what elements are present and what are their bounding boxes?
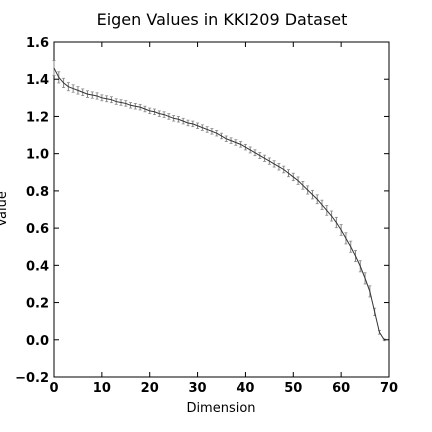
x-tick-label: 30 xyxy=(189,381,207,396)
y-tick-label: 0.6 xyxy=(26,222,49,237)
y-axis-label: Value xyxy=(0,191,10,227)
y-tick-label: 1.6 xyxy=(26,36,49,51)
x-tick-label: 10 xyxy=(93,381,111,396)
x-tick-label: 20 xyxy=(141,381,159,396)
y-tick-label: 1.2 xyxy=(26,110,49,125)
plot-frame xyxy=(53,41,390,378)
x-tick-label: 0 xyxy=(49,381,58,396)
y-tick-label: 1.0 xyxy=(26,148,49,163)
y-tick-label: 0.2 xyxy=(26,297,49,312)
plot-area xyxy=(52,60,386,342)
x-tick-label: 70 xyxy=(380,381,398,396)
x-tick-label: 40 xyxy=(236,381,254,396)
series-line xyxy=(53,67,385,341)
y-tick-label: 0.0 xyxy=(26,334,49,349)
x-tick-label: 60 xyxy=(332,381,350,396)
y-tick-label: 1.4 xyxy=(26,73,49,88)
chart-title: Eigen Values in KKI209 Dataset xyxy=(97,10,348,29)
x-axis-label: Dimension xyxy=(186,401,255,416)
y-tick-label: 0.4 xyxy=(26,259,49,274)
y-tick-label: −0.2 xyxy=(15,371,49,386)
x-tick-label: 50 xyxy=(284,381,302,396)
y-tick-label: 0.8 xyxy=(26,185,49,200)
axis-ticks: 0 10 20 30 40 50 60 70 1.6 1.4 1.2 1.0 0.8 0.6 0.4 0.2 0… xyxy=(15,36,398,396)
